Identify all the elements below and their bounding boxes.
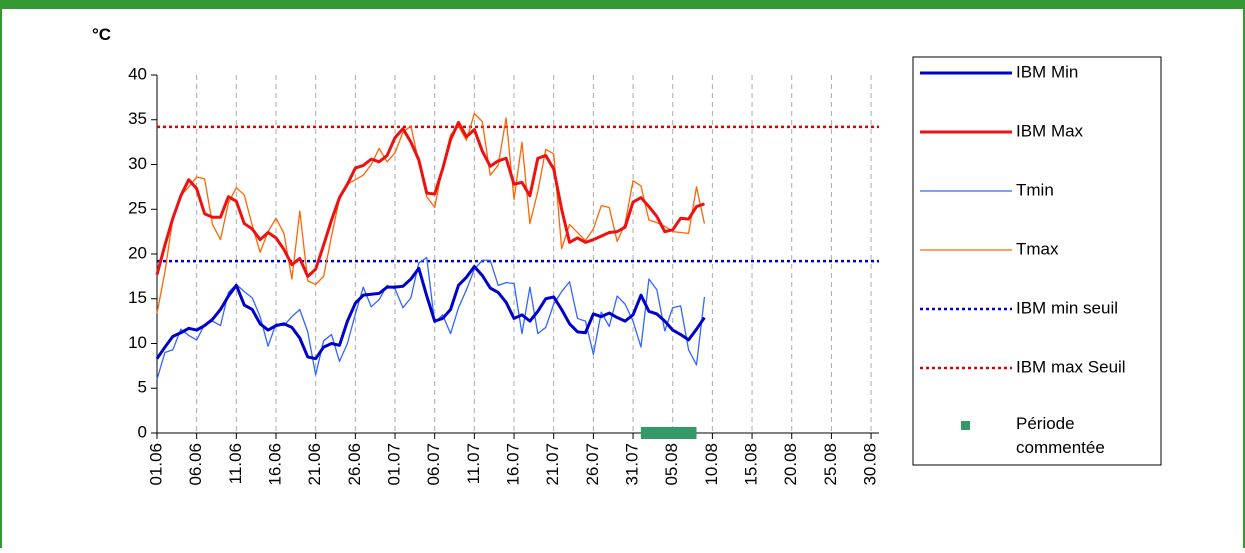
y-tick-label: 35	[128, 109, 147, 128]
legend-label: IBM Min	[1016, 62, 1078, 81]
series-line	[155, 265, 706, 361]
y-tick-label: 5	[138, 378, 147, 397]
x-tick-label: 06.06	[186, 443, 205, 486]
y-tick-label: 25	[128, 199, 147, 218]
series-line	[155, 120, 705, 278]
series-line	[156, 112, 706, 314]
x-tick-label: 21.06	[305, 443, 324, 486]
x-tick-label: 25.08	[821, 443, 840, 486]
y-axis-label: °C	[92, 25, 111, 44]
x-tick-label: 16.07	[504, 443, 523, 486]
x-tick-label: 01.06	[146, 443, 165, 486]
y-tick-label: 10	[128, 333, 147, 352]
legend-label: Tmin	[1016, 180, 1054, 199]
x-tick-label: 11.06	[226, 443, 245, 484]
legend-label: Tmax	[1016, 239, 1059, 258]
period-bar	[640, 427, 697, 439]
x-tick-label: 26.06	[345, 443, 364, 486]
y-tick-label: 30	[128, 154, 147, 173]
x-tick-label: 26.07	[583, 443, 602, 486]
y-tick-label: 15	[128, 288, 147, 307]
x-tick-label: 15.08	[742, 443, 761, 486]
legend-label: Période commentée	[1016, 414, 1105, 457]
x-tick-label: 11.07	[464, 443, 483, 484]
legend-swatch	[961, 421, 970, 430]
x-tick-label: 06.07	[424, 443, 443, 486]
x-tick-label: 16.06	[265, 443, 284, 486]
x-tick-label: 31.07	[623, 443, 642, 486]
x-tick-label: 21.07	[543, 443, 562, 486]
series-line	[156, 256, 706, 380]
y-tick-label: 40	[128, 64, 147, 83]
y-tick-label: 20	[128, 243, 147, 262]
x-tick-label: 10.08	[702, 443, 721, 486]
y-tick-label: 0	[138, 422, 147, 441]
legend-label: IBM Max	[1016, 121, 1084, 140]
legend-label: IBM max Seuil	[1016, 357, 1126, 376]
top-bar	[0, 0, 1245, 9]
x-tick-label: 05.08	[662, 443, 681, 486]
legend-label: IBM min seuil	[1016, 298, 1118, 317]
x-tick-label: 01.07	[385, 443, 404, 486]
legend-box	[912, 56, 1162, 466]
x-tick-label: 20.08	[781, 443, 800, 486]
x-tick-label: 30.08	[861, 443, 880, 486]
